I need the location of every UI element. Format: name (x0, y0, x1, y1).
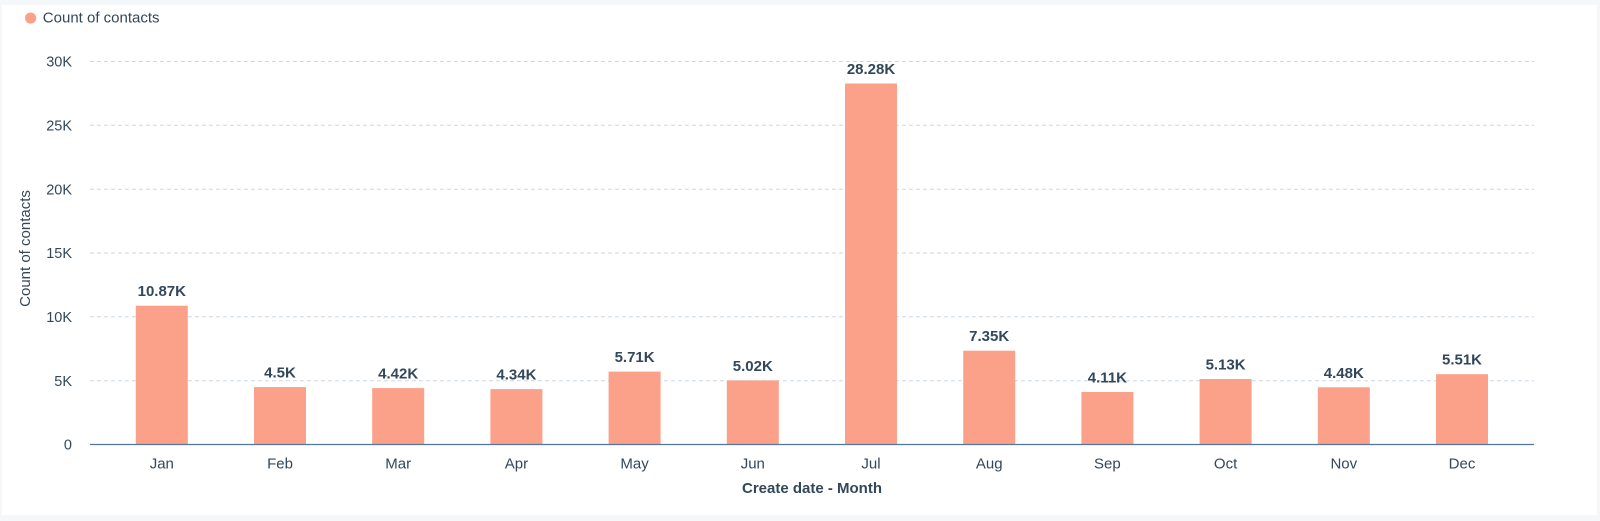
svg-text:Jan: Jan (150, 456, 174, 473)
svg-text:25K: 25K (46, 119, 72, 135)
svg-text:7.35K: 7.35K (969, 328, 1009, 345)
svg-text:4.34K: 4.34K (496, 367, 536, 384)
svg-text:Oct: Oct (1214, 456, 1238, 473)
svg-text:10K: 10K (46, 310, 72, 326)
svg-text:Mar: Mar (385, 456, 411, 473)
svg-text:4.11K: 4.11K (1088, 370, 1127, 387)
svg-text:Sep: Sep (1094, 456, 1121, 473)
svg-text:30K: 30K (46, 55, 72, 71)
svg-text:Count of contacts: Count of contacts (43, 9, 160, 26)
svg-text:4.42K: 4.42K (378, 366, 418, 383)
svg-text:15K: 15K (46, 246, 72, 262)
svg-text:5K: 5K (54, 374, 72, 390)
svg-text:Feb: Feb (267, 456, 293, 473)
svg-text:4.5K: 4.5K (264, 365, 296, 382)
svg-text:4.48K: 4.48K (1324, 365, 1364, 382)
svg-text:5.13K: 5.13K (1206, 357, 1246, 374)
svg-text:Apr: Apr (505, 456, 528, 473)
svg-text:Nov: Nov (1330, 456, 1357, 473)
svg-text:May: May (620, 456, 649, 473)
svg-text:5.51K: 5.51K (1442, 352, 1482, 369)
svg-text:10.87K: 10.87K (138, 283, 187, 300)
svg-text:0: 0 (64, 438, 72, 454)
svg-text:20K: 20K (46, 182, 72, 198)
svg-text:5.02K: 5.02K (733, 358, 773, 375)
svg-text:5.71K: 5.71K (615, 349, 655, 366)
svg-text:Jun: Jun (741, 456, 765, 473)
svg-text:Aug: Aug (976, 456, 1003, 473)
svg-text:Create date - Month: Create date - Month (742, 480, 882, 497)
svg-text:Count of contacts: Count of contacts (17, 190, 34, 307)
svg-text:Jul: Jul (861, 456, 880, 473)
svg-text:28.28K: 28.28K (847, 61, 896, 78)
svg-text:Dec: Dec (1449, 456, 1476, 473)
